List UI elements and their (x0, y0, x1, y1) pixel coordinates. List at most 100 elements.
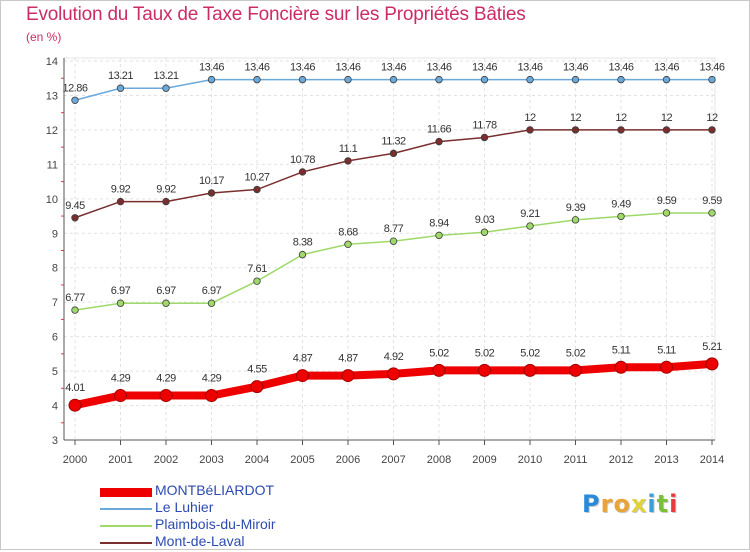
x-tick-label: 2013 (654, 454, 678, 466)
data-label: 6.97 (156, 285, 176, 297)
data-label: 13.46 (381, 62, 406, 74)
data-label: 9.92 (156, 184, 176, 196)
data-label: 4.55 (247, 364, 267, 376)
series-point (663, 76, 670, 83)
data-label: 13.46 (654, 62, 679, 74)
series-point (115, 390, 127, 402)
x-tick-label: 2010 (518, 454, 542, 466)
series-point (299, 76, 306, 83)
data-label: 9.03 (475, 214, 495, 226)
series-point (663, 127, 670, 134)
logo-letter: i (669, 490, 678, 518)
series-point (390, 76, 397, 83)
x-tick-label: 2000 (63, 454, 87, 466)
series-point (117, 300, 124, 307)
series-point (117, 198, 124, 205)
line-chart: 345678910111213142000 2001 2002 2003 2004 200… (0, 0, 750, 550)
series-point (572, 76, 579, 83)
y-tick-label: 5 (52, 366, 58, 378)
data-label: 4.92 (384, 351, 404, 363)
data-label: 12 (661, 112, 673, 124)
data-label: 9.45 (65, 200, 85, 212)
x-tick-label: 2001 (108, 454, 132, 466)
data-label: 13.21 (108, 70, 133, 82)
series-point (524, 364, 536, 376)
series-point (618, 213, 625, 220)
logo-letter: P (582, 490, 601, 518)
legend-label: Plaimbois-du-Miroir (155, 516, 276, 532)
data-label: 13.46 (563, 62, 588, 74)
data-label: 5.11 (612, 344, 631, 356)
data-label: 6.97 (111, 285, 131, 297)
data-label: 5.02 (475, 347, 495, 359)
series-point (254, 278, 261, 285)
series-point (342, 370, 354, 382)
legend-swatch (100, 508, 152, 510)
y-tick-label: 12 (46, 125, 58, 137)
data-label: 10.27 (244, 172, 269, 184)
data-label: 8.94 (429, 217, 449, 229)
legend-label: Mont-de-Laval (155, 533, 245, 549)
y-tick-label: 3 (52, 435, 58, 447)
series-point (117, 85, 124, 92)
data-label: 9.49 (611, 198, 631, 210)
series-point (709, 76, 716, 83)
series-point (572, 127, 579, 134)
data-label: 8.68 (338, 226, 358, 238)
data-label: 12 (570, 112, 582, 124)
x-tick-label: 2005 (290, 454, 314, 466)
data-label: 9.59 (657, 195, 677, 207)
y-tick-label: 10 (46, 194, 58, 206)
data-label: 6.97 (202, 285, 222, 297)
legend-label: MONTBéLIARDOT (155, 482, 274, 498)
series-point (299, 169, 306, 176)
series-point (297, 370, 309, 382)
series-point (208, 300, 215, 307)
series-point (481, 229, 488, 236)
series-point (69, 399, 81, 411)
data-label: 6.77 (65, 292, 85, 304)
series-point (299, 251, 306, 258)
logo-letter: o (613, 490, 631, 518)
data-label: 9.92 (111, 184, 131, 196)
series-point (661, 361, 673, 373)
data-label: 12.86 (62, 82, 87, 94)
series-point (254, 186, 261, 193)
data-label: 5.21 (702, 341, 722, 353)
data-label: 8.77 (384, 223, 404, 235)
legend-swatch (100, 542, 152, 544)
data-label: 9.59 (702, 195, 722, 207)
x-tick-label: 2006 (336, 454, 360, 466)
data-label: 13.46 (244, 62, 269, 74)
data-label: 13.46 (472, 62, 497, 74)
series-point (345, 158, 352, 165)
series-point (345, 76, 352, 83)
data-label: 4.87 (293, 353, 313, 365)
data-label: 5.02 (566, 347, 586, 359)
series-point (706, 358, 718, 370)
data-label: 13.46 (426, 62, 451, 74)
data-label: 10.78 (290, 154, 315, 166)
logo-letter: x (631, 490, 647, 518)
data-label: 9.39 (566, 202, 586, 214)
x-tick-label: 2003 (199, 454, 223, 466)
data-label: 13.46 (290, 62, 315, 74)
data-label: 11.32 (381, 135, 406, 147)
data-label: 4.29 (156, 373, 176, 385)
series-point (72, 97, 79, 104)
y-tick-label: 7 (52, 297, 58, 309)
series-point (618, 76, 625, 83)
series-point (615, 361, 627, 373)
data-label: 9.21 (520, 208, 540, 220)
series-point (436, 76, 443, 83)
x-tick-label: 2008 (427, 454, 451, 466)
series-point (163, 300, 170, 307)
data-labels: 12.86 13.21 13.21 13.46 13.46 13.46 13.46 13.46… (62, 62, 724, 395)
data-label: 4.87 (338, 353, 358, 365)
series-point (481, 76, 488, 83)
data-label: 13.46 (517, 62, 542, 74)
logo-letter: t (657, 490, 669, 518)
series-point (527, 76, 534, 83)
series-point (481, 134, 488, 141)
series-point (527, 127, 534, 134)
